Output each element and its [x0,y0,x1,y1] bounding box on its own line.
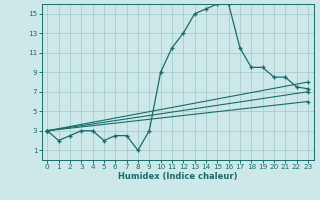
X-axis label: Humidex (Indice chaleur): Humidex (Indice chaleur) [118,172,237,181]
